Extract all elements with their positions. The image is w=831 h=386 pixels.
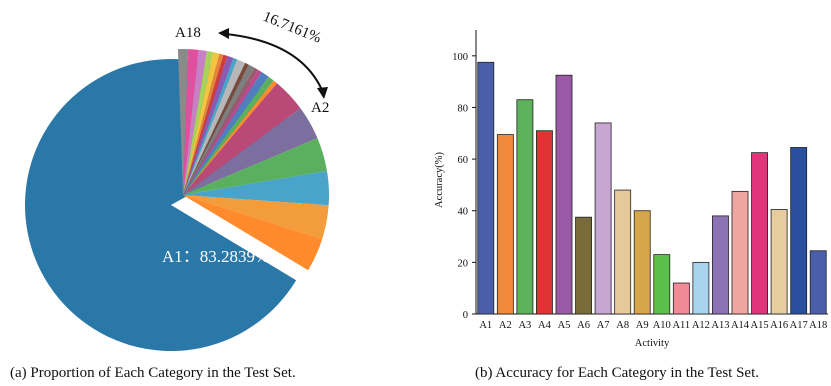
bar xyxy=(731,190,749,315)
bar xyxy=(809,250,827,315)
bar xyxy=(594,122,612,315)
pie-slice-other xyxy=(183,49,207,196)
bar xyxy=(477,61,495,315)
pie-slice-other xyxy=(183,57,238,195)
y-tick-label: 40 xyxy=(458,207,469,218)
pie-slice-other xyxy=(183,138,328,195)
caption-a: (a) Proportion of Each Category in the T… xyxy=(10,365,296,381)
caption-b: (b) Accuracy for Each Category in the Te… xyxy=(475,365,759,381)
pie-slice-other xyxy=(183,67,259,195)
arc-arrow xyxy=(225,33,323,91)
x-tick-label: A2 xyxy=(499,320,512,331)
bar xyxy=(555,74,573,315)
x-tick-label: A9 xyxy=(636,320,649,331)
pie-slice-other xyxy=(183,108,318,195)
bar xyxy=(653,254,671,315)
x-tick-label: A13 xyxy=(711,320,729,331)
a1-slice-label: A1：83.2839% xyxy=(162,247,269,266)
x-tick-label: A8 xyxy=(616,320,629,331)
pie-slice-other xyxy=(183,55,234,196)
bar xyxy=(672,282,690,315)
x-tick-label: A11 xyxy=(672,320,690,331)
pie-slice-other xyxy=(183,72,269,195)
pie-slice-other xyxy=(183,83,301,195)
bar xyxy=(790,147,808,315)
x-tick-label: A10 xyxy=(653,320,671,331)
pie-slice-other xyxy=(183,80,277,195)
y-tick-label: 100 xyxy=(452,52,468,63)
x-tick-label: A5 xyxy=(558,320,571,331)
x-tick-label: A16 xyxy=(770,320,788,331)
pie-slice-other xyxy=(183,59,246,196)
pie-slice-other xyxy=(183,195,329,239)
pie-slice-other xyxy=(183,195,323,271)
pie-slice-other xyxy=(183,53,224,195)
x-tick-label: A14 xyxy=(731,320,750,331)
y-tick-label: 60 xyxy=(458,155,469,166)
bar xyxy=(614,189,632,315)
x-axis-label: Activity xyxy=(635,338,670,349)
bar xyxy=(496,134,514,315)
pie-chart xyxy=(25,49,329,352)
pie-slice-other xyxy=(183,64,255,195)
y-axis-label: Accuracy(%) xyxy=(434,152,445,208)
x-tick-label: A1 xyxy=(479,320,492,331)
y-tick-label: 80 xyxy=(458,103,469,114)
arc-arrowhead-end xyxy=(317,87,328,99)
pie-slice-other xyxy=(183,62,249,196)
y-tick-label: 0 xyxy=(463,310,468,321)
bar xyxy=(536,130,553,315)
x-tick-label: A17 xyxy=(790,320,808,331)
y-tick-label: 20 xyxy=(458,258,469,269)
pie-slice-other xyxy=(177,49,189,196)
a18-label: A18 xyxy=(175,25,201,41)
pie-slice-other xyxy=(183,49,199,196)
bar xyxy=(516,99,534,315)
x-tick-label: A18 xyxy=(809,320,827,331)
bar xyxy=(770,209,788,315)
pie-slice-other xyxy=(183,50,214,196)
x-tick-label: A12 xyxy=(692,320,710,331)
pie-slice-other xyxy=(183,69,262,195)
pie-slice-other xyxy=(183,171,329,206)
pie-slice-other xyxy=(183,52,220,195)
x-tick-label: A6 xyxy=(577,320,590,331)
bar xyxy=(712,215,729,315)
bar xyxy=(692,261,710,315)
arc-percent-label: 16.7161% xyxy=(261,9,324,47)
pie-slice-other xyxy=(183,54,228,196)
a2-label: A2 xyxy=(311,100,329,116)
bar xyxy=(633,210,651,315)
bar xyxy=(751,152,768,315)
bar xyxy=(575,216,592,315)
arc-arrowhead-start xyxy=(218,28,229,39)
x-tick-label: A7 xyxy=(597,320,610,331)
x-tick-label: A15 xyxy=(751,320,769,331)
pie-slice-other xyxy=(183,76,274,195)
x-tick-label: A3 xyxy=(518,320,531,331)
x-tick-label: A4 xyxy=(538,320,552,331)
